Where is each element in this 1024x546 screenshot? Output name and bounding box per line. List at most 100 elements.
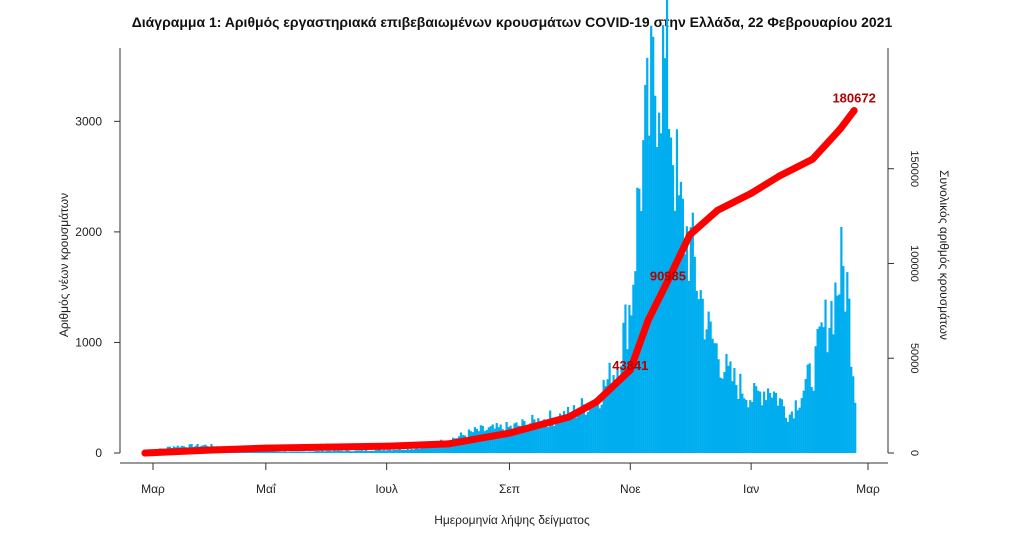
daily-bar xyxy=(420,446,423,453)
cumulative-annotation: 180672 xyxy=(832,91,875,106)
daily-bar xyxy=(406,448,409,453)
daily-bar xyxy=(311,451,314,453)
daily-bar xyxy=(293,451,296,453)
daily-bar xyxy=(780,399,784,453)
daily-bar xyxy=(341,450,344,453)
daily-bar xyxy=(574,417,578,453)
daily-bar xyxy=(432,443,435,453)
daily-bar xyxy=(335,450,338,453)
y2-tick-label: 50000 xyxy=(908,343,920,374)
daily-bar xyxy=(808,363,811,453)
daily-bar xyxy=(648,135,651,453)
daily-bar xyxy=(501,429,504,453)
daily-bar xyxy=(378,449,381,453)
daily-bar xyxy=(380,450,383,453)
daily-bar xyxy=(562,411,566,453)
daily-bar xyxy=(422,446,425,453)
daily-bar xyxy=(826,352,829,453)
daily-bar xyxy=(642,140,645,454)
y-axis-label: Αριθμός νέων κρουσμάτων xyxy=(57,193,71,337)
daily-bar xyxy=(755,386,758,453)
daily-bar xyxy=(675,129,679,454)
daily-bar xyxy=(343,451,346,453)
daily-bar xyxy=(485,429,488,453)
x-tick-label: Νοε xyxy=(620,482,641,496)
daily-bar xyxy=(842,266,845,453)
daily-bar xyxy=(277,451,280,453)
daily-bar xyxy=(386,450,389,453)
daily-bar xyxy=(763,391,766,453)
daily-bar xyxy=(759,391,762,453)
daily-bar xyxy=(261,450,265,453)
daily-bar xyxy=(737,398,740,453)
daily-bar xyxy=(761,405,764,453)
daily-bar xyxy=(568,412,572,453)
daily-bar xyxy=(400,449,403,453)
cumulative-point xyxy=(506,429,513,437)
daily-bar xyxy=(289,451,292,453)
daily-bar xyxy=(255,451,259,453)
daily-bar xyxy=(830,300,833,453)
daily-bar xyxy=(650,25,653,454)
daily-bar xyxy=(547,427,550,453)
daily-bar xyxy=(263,450,267,453)
daily-bar xyxy=(691,212,694,453)
daily-bar xyxy=(271,451,274,453)
daily-bar xyxy=(535,426,538,453)
daily-bar xyxy=(596,402,599,453)
daily-bar xyxy=(612,375,615,453)
daily-bar xyxy=(765,400,768,453)
daily-bar xyxy=(372,450,375,453)
daily-bar xyxy=(667,129,671,453)
daily-bar xyxy=(600,404,603,453)
daily-bar xyxy=(614,379,617,453)
daily-bar xyxy=(327,450,330,453)
daily-bar xyxy=(370,450,374,453)
daily-bar xyxy=(610,390,613,453)
daily-bar xyxy=(699,290,702,453)
daily-bar xyxy=(665,0,669,453)
y2-tick-label: 0 xyxy=(908,450,920,456)
cumulative-point xyxy=(686,231,694,239)
daily-bar xyxy=(394,449,397,453)
daily-bar xyxy=(553,425,556,453)
daily-bar xyxy=(360,450,364,453)
daily-bar xyxy=(628,305,631,453)
daily-bar xyxy=(713,343,716,453)
daily-bar xyxy=(852,376,855,453)
daily-bar xyxy=(446,442,449,453)
daily-bar xyxy=(717,359,720,453)
daily-bar xyxy=(806,364,809,453)
y-tick-label: 3000 xyxy=(75,114,102,128)
daily-bar xyxy=(784,417,788,453)
daily-bar xyxy=(683,254,686,453)
daily-bar xyxy=(836,295,839,453)
daily-bar xyxy=(792,418,795,453)
daily-bar xyxy=(392,449,395,453)
daily-bar xyxy=(442,443,445,453)
daily-bar xyxy=(444,443,447,453)
daily-bar xyxy=(323,451,326,453)
daily-bar xyxy=(319,451,322,453)
daily-bar xyxy=(804,379,807,453)
daily-bar xyxy=(398,448,401,453)
daily-bar xyxy=(846,272,849,453)
daily-bar xyxy=(366,450,370,453)
cumulative-point xyxy=(809,155,816,163)
daily-bar xyxy=(283,451,286,453)
daily-bar xyxy=(719,377,722,453)
cumulative-point xyxy=(644,316,652,324)
y-tick-label: 0 xyxy=(95,446,102,460)
daily-bar xyxy=(747,407,750,453)
x-tick-label: Ιουλ xyxy=(375,482,398,496)
cumulative-point xyxy=(323,443,331,451)
daily-bar xyxy=(697,299,700,453)
daily-bar xyxy=(436,443,439,453)
daily-bar xyxy=(267,451,271,453)
daily-bar xyxy=(739,373,742,453)
daily-bar xyxy=(438,444,441,453)
daily-bar xyxy=(745,399,748,453)
daily-bar xyxy=(630,315,633,453)
daily-bar xyxy=(305,451,308,453)
x-axis-label: Ημερομηνία λήψης δείγματος xyxy=(434,513,590,527)
